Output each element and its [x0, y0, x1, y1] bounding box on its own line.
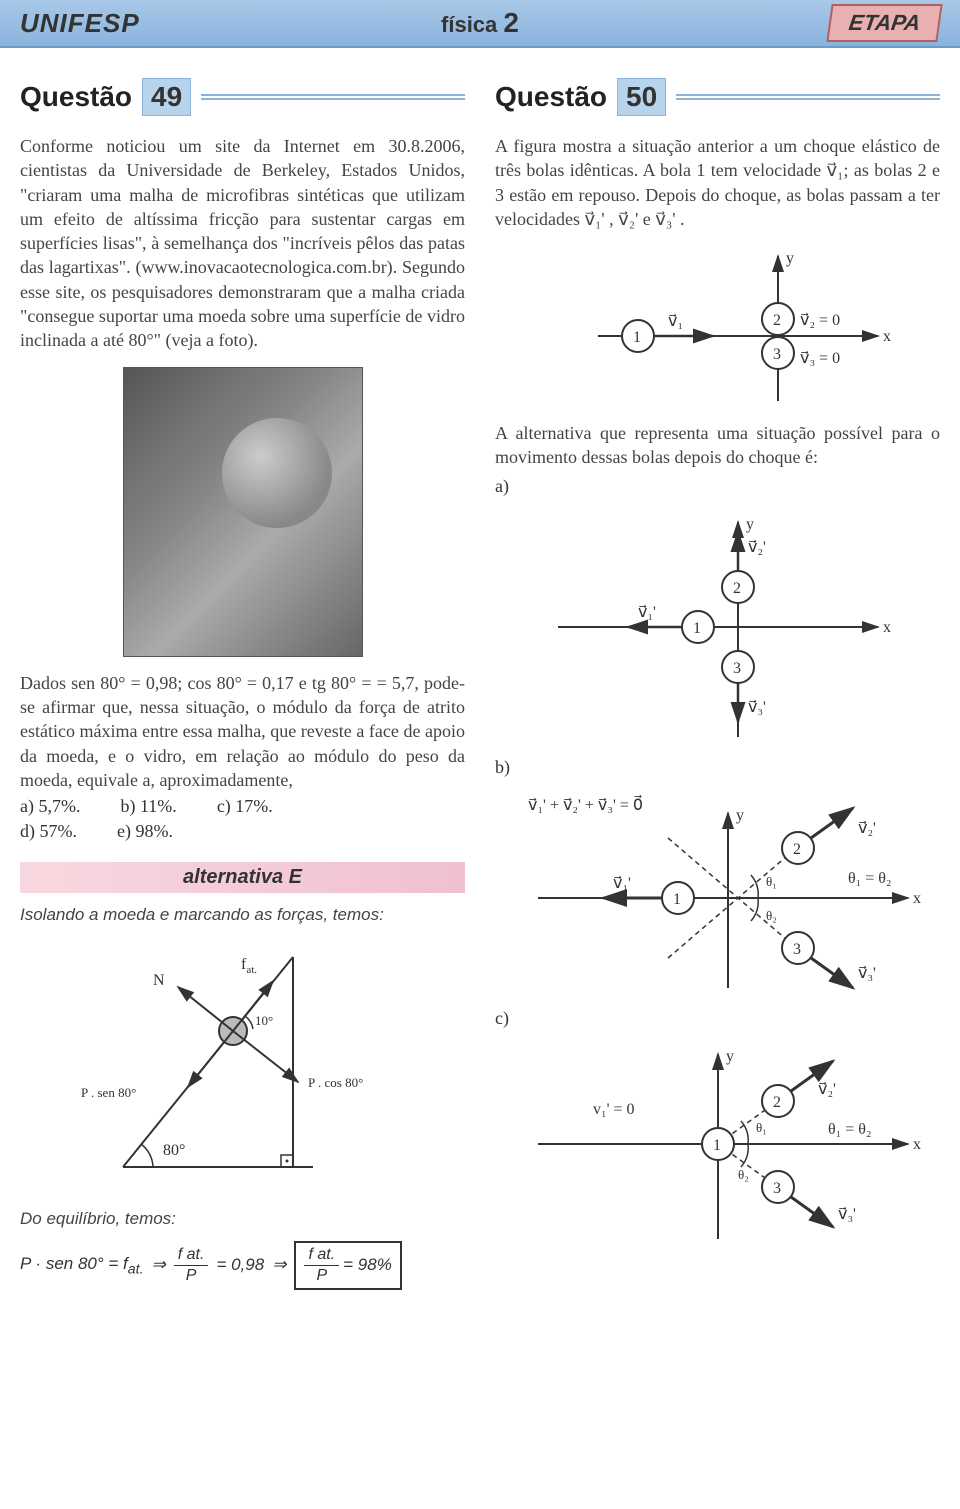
- ball2-c: 2: [773, 1094, 781, 1111]
- boxed-result: f at. P = 98%: [294, 1241, 401, 1290]
- ball1-c: 1: [713, 1137, 721, 1154]
- force-fat-label: fat.: [241, 956, 257, 976]
- question-label-50: Questão: [495, 81, 607, 113]
- question-number-49: 49: [142, 78, 191, 116]
- v3-b: v⃗₃': [858, 965, 876, 982]
- sum-b: v⃗₁' + v⃗₂' + v⃗₃' = 0⃗: [528, 794, 643, 814]
- v1-a: v⃗₁': [638, 604, 656, 621]
- formula-lhs: P · sen 80° = fat.: [20, 1254, 144, 1277]
- ball1-b: 1: [673, 891, 681, 908]
- arrow-2: ⇒: [272, 1255, 286, 1275]
- two-column-layout: Questão 49 Conforme noticiou um site da …: [0, 48, 960, 1310]
- header-rule: [201, 94, 465, 100]
- fraction-1: f at. P: [174, 1247, 209, 1284]
- ball3-b: 3: [793, 941, 801, 958]
- column-right: Questão 50 A figura mostra a situação an…: [495, 78, 940, 1290]
- angle-10-label: 10°: [255, 1013, 273, 1028]
- th1-b: θ₁: [766, 874, 777, 889]
- q49-alternatives-row2: d) 57%. e) 98%.: [20, 821, 465, 842]
- q49-solution-line2: Do equilíbrio, temos:: [20, 1207, 465, 1231]
- q49-paragraph-2: Dados sen 80° = 0,98; cos 80° = 0,17 e t…: [20, 671, 465, 792]
- v3-eq: v⃗₃ = 0: [800, 350, 840, 367]
- alt-d: d) 57%.: [20, 821, 77, 842]
- q50-initial-diagram: y x 1 v⃗₁ 2 v⃗₂ = 0 3 v⃗₃ = 0: [538, 241, 898, 411]
- alt-b-label: b): [495, 757, 940, 778]
- ball1-a: 1: [693, 620, 701, 637]
- q50-diagram-c: y x θ₁ θ₂ θ₁ = θ₂ v₁' = 0 1 2 v⃗₂' 3: [508, 1039, 928, 1249]
- v1eq-c: v₁' = 0: [593, 1101, 634, 1118]
- header-center-label: física 2: [441, 7, 519, 39]
- ball2-a: 2: [733, 580, 741, 597]
- q50-diagram-a: y x 2 v⃗₂' 1 v⃗₁' 3 v⃗₃': [538, 507, 898, 747]
- q49-alternatives-row1: a) 5,7%. b) 11%. c) 17%.: [20, 796, 465, 817]
- ball3-a: 3: [733, 660, 741, 677]
- x-label-b: x: [913, 890, 921, 907]
- y-label-c: y: [726, 1048, 734, 1065]
- eq-098: = 0,98: [216, 1255, 264, 1275]
- v1-label: v⃗₁: [668, 313, 683, 330]
- question-49-header: Questão 49: [20, 78, 465, 116]
- answer-banner: alternativa E: [20, 862, 465, 893]
- column-left: Questão 49 Conforme noticiou um site da …: [20, 78, 465, 1290]
- force-Psen-label: P . sen 80°: [81, 1085, 136, 1100]
- ball-3: 3: [773, 346, 781, 363]
- q50-paragraph-1: A figura mostra a situação anterior a um…: [495, 134, 940, 231]
- force-diagram: 80° 10° N fat. P . sen 80° P . cos 80°: [63, 937, 423, 1197]
- header-subject: física: [441, 12, 497, 37]
- force-N-label: N: [153, 972, 165, 989]
- q50-paragraph-2: A alternativa que representa uma situaçã…: [495, 421, 940, 470]
- alt-c-label: c): [495, 1008, 940, 1029]
- q49-formula: P · sen 80° = fat. ⇒ f at. P = 0,98 ⇒ f …: [20, 1241, 465, 1290]
- v2-b: v⃗₂': [858, 820, 876, 837]
- y-axis-label: y: [786, 250, 794, 267]
- alt-b: b) 11%.: [120, 796, 176, 817]
- q50-diagram-b: v⃗₁' + v⃗₂' + v⃗₃' = 0⃗ y x θ₁ θ₂ θ₁ = θ…: [508, 788, 928, 998]
- ball-2: 2: [773, 312, 781, 329]
- header-right-badge: ETAPA: [826, 4, 943, 42]
- q49-solution-line1: Isolando a moeda e marcando as forças, t…: [20, 903, 465, 927]
- arrow-1: ⇒: [152, 1255, 166, 1275]
- th2-c: θ₂: [738, 1167, 749, 1182]
- x-label-a: x: [883, 619, 891, 636]
- question-50-header: Questão 50: [495, 78, 940, 116]
- v2-eq: v⃗₂ = 0: [800, 312, 840, 329]
- v2-a: v⃗₂': [748, 539, 766, 556]
- header-subject-number: 2: [503, 7, 519, 38]
- angle-80-label: 80°: [163, 1142, 185, 1159]
- theq-b: θ₁ = θ₂: [848, 870, 892, 887]
- theq-c: θ₁ = θ₂: [828, 1121, 872, 1138]
- y-label-b: y: [736, 807, 744, 824]
- v1-b: v⃗₁': [613, 875, 631, 892]
- ball2-b: 2: [793, 841, 801, 858]
- x-label-c: x: [913, 1136, 921, 1153]
- ball-1: 1: [633, 329, 641, 346]
- eq-98pct: = 98%: [343, 1255, 392, 1275]
- coin-photo: [123, 367, 363, 657]
- v3-a: v⃗₃': [748, 699, 766, 716]
- header-left-label: UNIFESP: [20, 8, 140, 39]
- x-axis-label: x: [883, 328, 891, 345]
- question-label: Questão: [20, 81, 132, 113]
- alt-c: c) 17%.: [217, 796, 273, 817]
- ball3-c: 3: [773, 1180, 781, 1197]
- v3-c: v⃗₃': [838, 1206, 856, 1223]
- fraction-2: f at. P: [304, 1247, 339, 1284]
- alt-a-label: a): [495, 476, 940, 497]
- q49-paragraph-1: Conforme noticiou um site da Internet em…: [20, 134, 465, 353]
- v2-c: v⃗₂': [818, 1081, 836, 1098]
- header-rule-50: [676, 94, 940, 100]
- alt-a: a) 5,7%.: [20, 796, 80, 817]
- y-label-a: y: [746, 516, 754, 533]
- alt-e: e) 98%.: [117, 821, 173, 842]
- question-number-50: 50: [617, 78, 666, 116]
- th2-b: θ₂: [766, 908, 777, 923]
- th1-c: θ₁: [756, 1120, 767, 1135]
- force-Pcos-label: P . cos 80°: [308, 1075, 363, 1090]
- top-header-bar: UNIFESP física 2 ETAPA: [0, 0, 960, 48]
